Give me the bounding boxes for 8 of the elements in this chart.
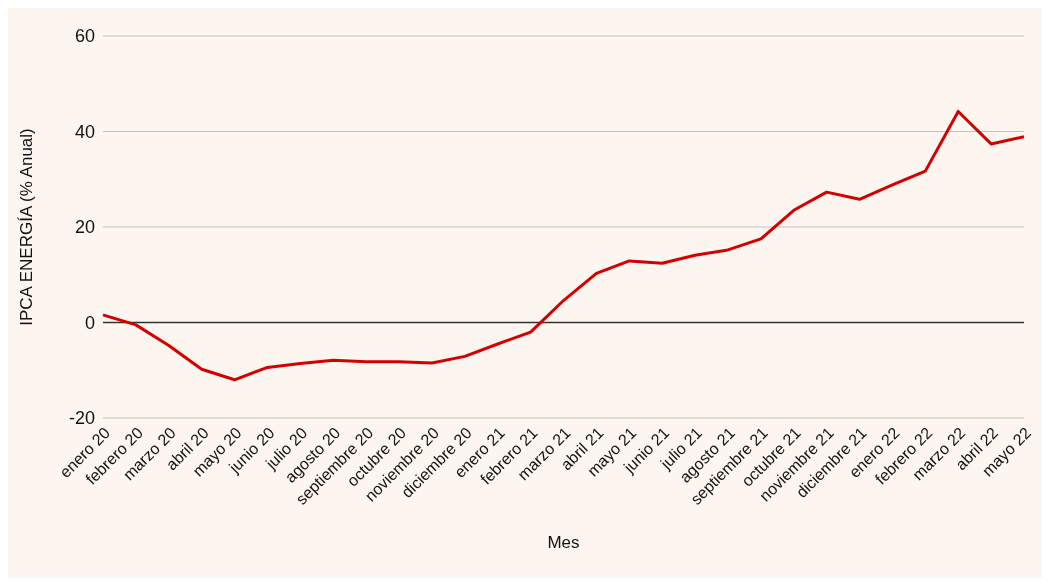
y-tick-label: 0 xyxy=(84,312,95,333)
y-tick-label: 60 xyxy=(74,26,95,47)
y-tick-label: 40 xyxy=(74,121,95,142)
y-axis-title: IPCA ENERGÍA (% Anual) xyxy=(17,128,37,326)
x-axis-title: Mes xyxy=(547,533,580,552)
line-series xyxy=(101,109,1026,382)
y-tick-label: 20 xyxy=(74,217,95,238)
y-tick-label: -20 xyxy=(68,408,95,429)
